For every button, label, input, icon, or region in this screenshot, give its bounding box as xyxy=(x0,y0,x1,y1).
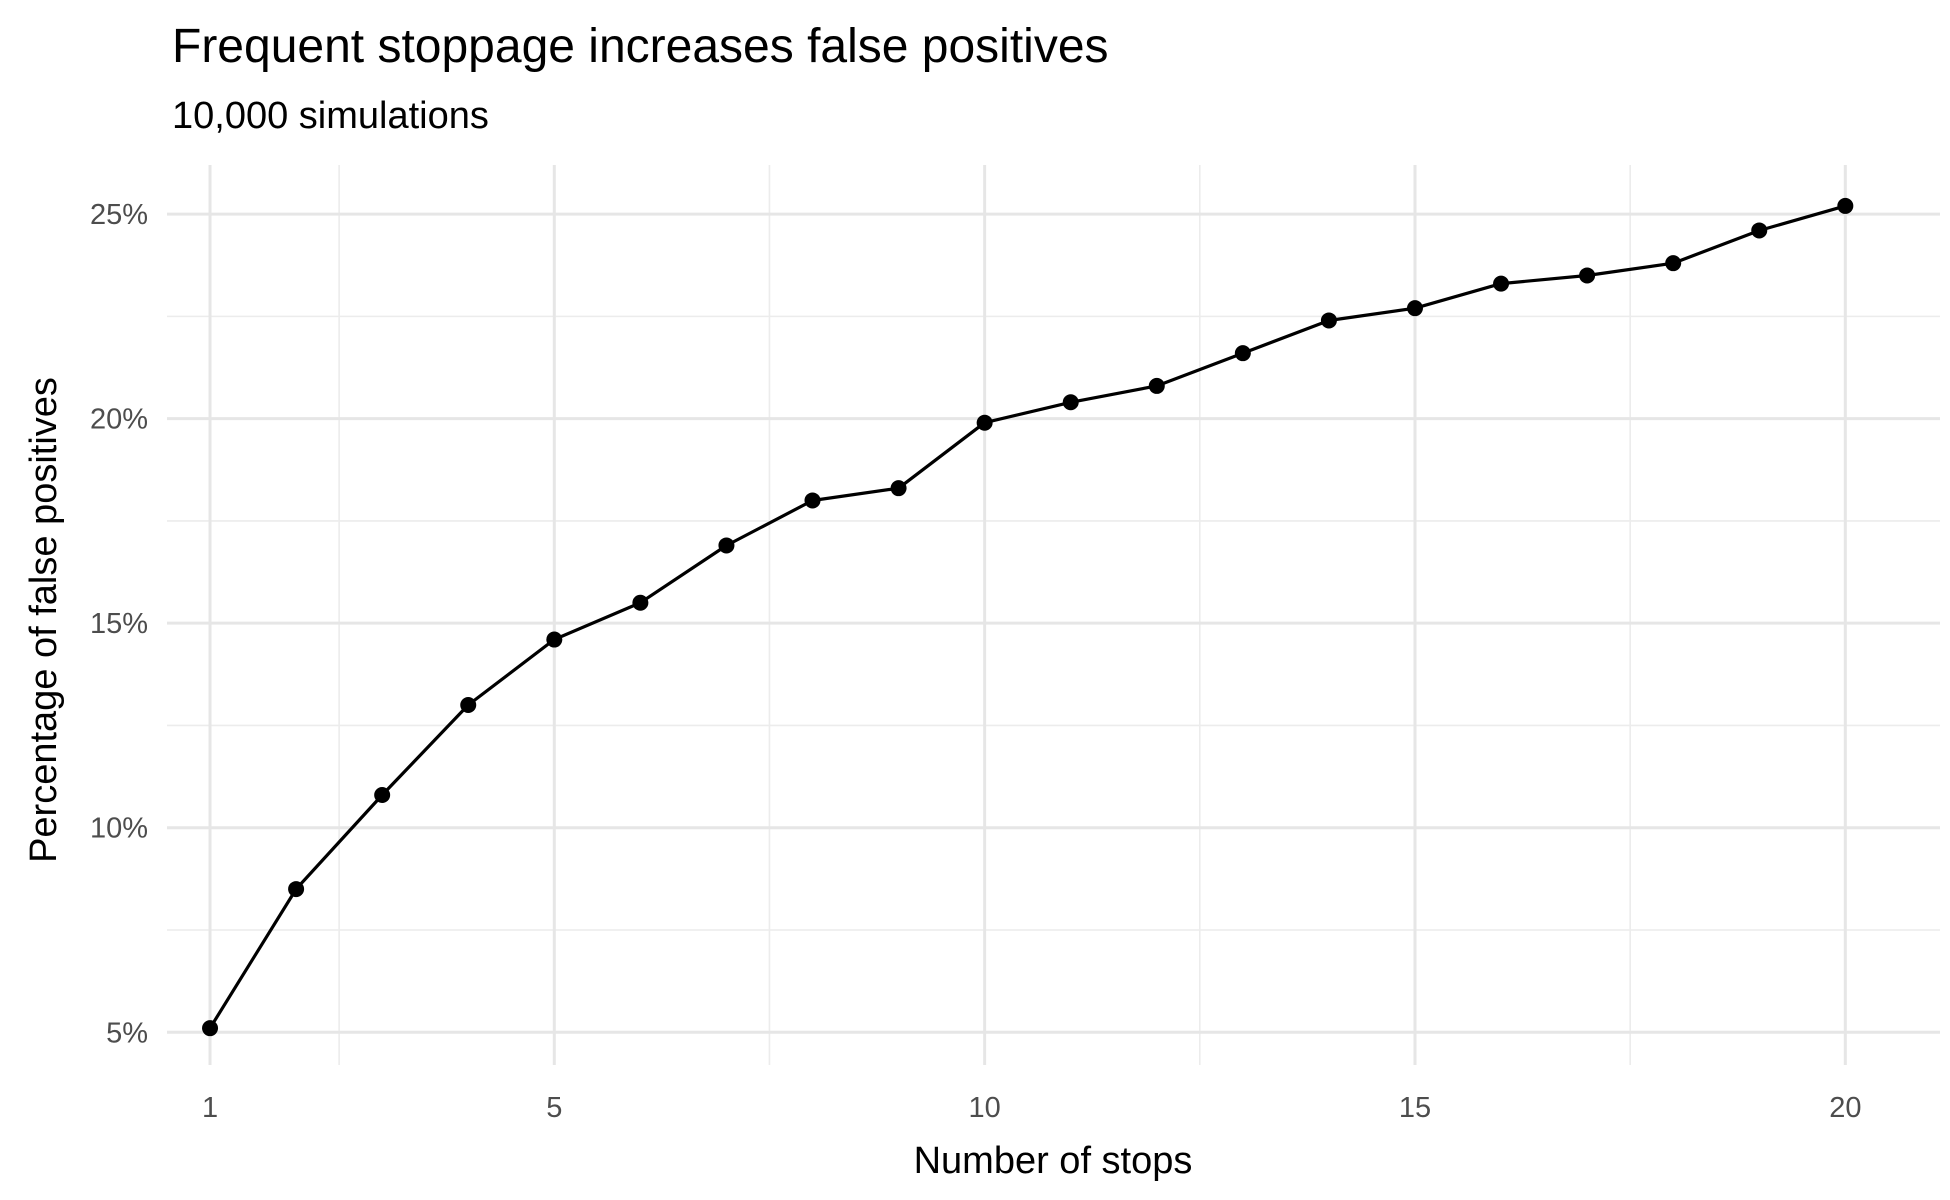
data-point xyxy=(546,631,563,648)
data-point xyxy=(1665,255,1682,272)
y-tick-label: 20% xyxy=(90,404,148,436)
data-point xyxy=(1234,345,1251,362)
x-axis-ticks: 1 5 10 15 20 xyxy=(202,1092,1861,1124)
data-point xyxy=(202,1020,219,1037)
data-point xyxy=(374,787,391,803)
x-tick-label: 15 xyxy=(1399,1092,1431,1124)
data-point xyxy=(460,697,477,713)
data-point xyxy=(718,537,735,554)
y-axis-ticks: 5% 10% 15% 20% 25% xyxy=(90,199,148,1049)
series-line xyxy=(208,204,1846,1030)
data-point xyxy=(804,492,821,509)
data-point xyxy=(890,480,907,497)
series-group xyxy=(202,197,1854,1037)
y-tick-label: 5% xyxy=(106,1017,148,1049)
data-point xyxy=(1320,312,1337,329)
grid-lines xyxy=(167,165,1940,1065)
x-tick-label: 1 xyxy=(202,1092,218,1124)
y-tick-label: 15% xyxy=(90,608,148,640)
x-axis-title: Number of stops xyxy=(914,1140,1193,1182)
y-tick-label: 25% xyxy=(90,199,148,231)
data-point xyxy=(1148,377,1165,394)
data-point xyxy=(1579,267,1596,284)
x-tick-label: 10 xyxy=(969,1092,1001,1124)
data-point xyxy=(1837,197,1854,214)
data-point xyxy=(1062,394,1079,411)
data-point xyxy=(288,881,305,898)
chart-title: Frequent stoppage increases false positi… xyxy=(172,20,1109,73)
y-axis-title: Percentage of false positives xyxy=(23,377,65,863)
data-point xyxy=(1406,300,1423,317)
data-point xyxy=(1493,275,1510,292)
x-tick-label: 20 xyxy=(1829,1092,1861,1124)
data-point xyxy=(976,414,993,431)
data-point xyxy=(632,594,649,611)
plot-area: 5%10%15%20%25% 1 5 10 15 20 xyxy=(90,165,1940,1124)
y-tick-label: 10% xyxy=(90,813,148,845)
data-point xyxy=(1751,222,1768,239)
x-tick-label: 5 xyxy=(546,1092,562,1124)
chart-subtitle: 10,000 simulations xyxy=(172,95,489,137)
